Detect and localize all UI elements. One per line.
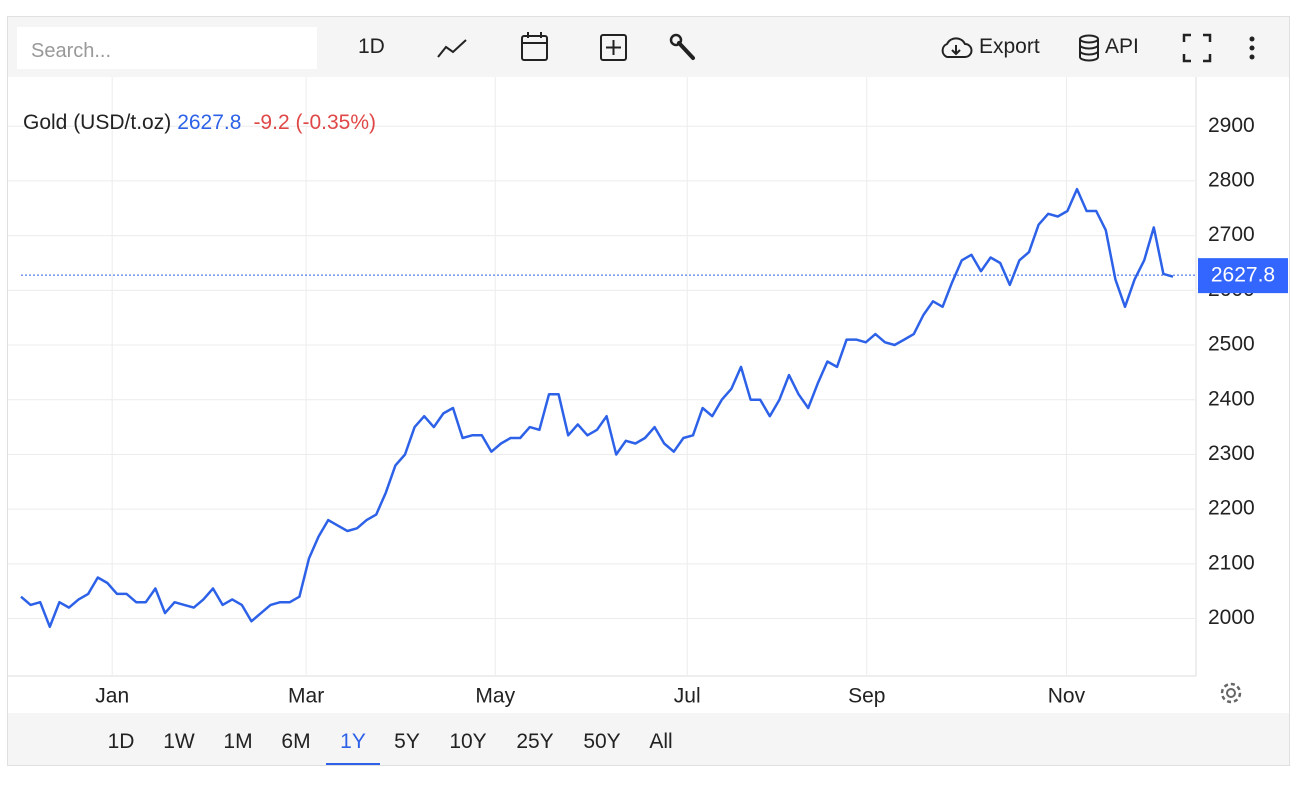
range-button[interactable]: 50Y: [583, 730, 621, 753]
chart: 2000210022002300240025002600270028002900…: [8, 77, 1288, 708]
price-line: [20, 187, 1174, 629]
more-icon[interactable]: [1248, 35, 1256, 61]
api-icon[interactable]: [1078, 34, 1100, 62]
interval-button[interactable]: 1D: [358, 35, 385, 58]
range-button[interactable]: 5Y: [394, 730, 420, 753]
y-tick-label: 2700: [1208, 223, 1255, 246]
range-button[interactable]: 10Y: [449, 730, 487, 753]
chart-type-icon[interactable]: [436, 35, 468, 61]
x-tick-label: Sep: [848, 685, 885, 708]
y-tick-label: 2000: [1208, 606, 1255, 629]
x-tick-label: Jan: [95, 685, 129, 708]
add-icon[interactable]: [599, 33, 629, 63]
range-button[interactable]: 1M: [223, 730, 253, 753]
x-tick-label: Mar: [288, 685, 324, 708]
y-tick-label: 2300: [1208, 442, 1255, 465]
settings-gear[interactable]: [1220, 682, 1242, 704]
api-button[interactable]: API: [1105, 35, 1139, 58]
range-button[interactable]: 1Y: [326, 713, 380, 765]
y-tick-label: 2900: [1208, 114, 1255, 137]
x-tick-label: Nov: [1048, 685, 1086, 708]
y-tick-label: 2500: [1208, 333, 1255, 356]
calendar-icon[interactable]: [520, 31, 550, 63]
x-tick-label: May: [475, 685, 515, 708]
export-icon[interactable]: [938, 35, 974, 61]
y-tick-label: 2800: [1208, 168, 1255, 191]
y-tick-label: 2400: [1208, 387, 1255, 410]
chart-title: Gold (USD/t.oz): [23, 111, 171, 134]
chart-legend: Gold (USD/t.oz) 2627.8 -9.2 (-0.35%): [23, 111, 376, 134]
price-value: 2627.8: [177, 111, 241, 134]
toolbar: Search... 1D Export API: [8, 17, 1289, 77]
range-bar: 1D 1W 1M 6M 1Y 5Y 10Y 25Y 50Y All: [8, 713, 1289, 765]
y-tick-label: 2200: [1208, 497, 1255, 520]
range-button[interactable]: 1D: [107, 730, 135, 753]
last-price-label: 2627.8: [1211, 264, 1275, 287]
widget: Search... 1D Export API 2000 2100 2200 2300…: [7, 16, 1290, 766]
fullscreen-icon[interactable]: [1182, 33, 1212, 63]
y-tick-label: 2100: [1208, 551, 1255, 574]
range-button[interactable]: 1W: [163, 730, 195, 753]
settings-wrench-icon[interactable]: [669, 33, 697, 63]
range-button[interactable]: 6M: [281, 730, 311, 753]
range-button[interactable]: All: [649, 730, 673, 753]
last-price-box: [1198, 258, 1288, 294]
price-change: -9.2 (-0.35%): [253, 111, 376, 134]
search-input[interactable]: Search...: [17, 27, 317, 69]
x-tick-label: Jul: [674, 685, 701, 708]
range-button[interactable]: 25Y: [516, 730, 554, 753]
export-button[interactable]: Export: [979, 35, 1040, 58]
